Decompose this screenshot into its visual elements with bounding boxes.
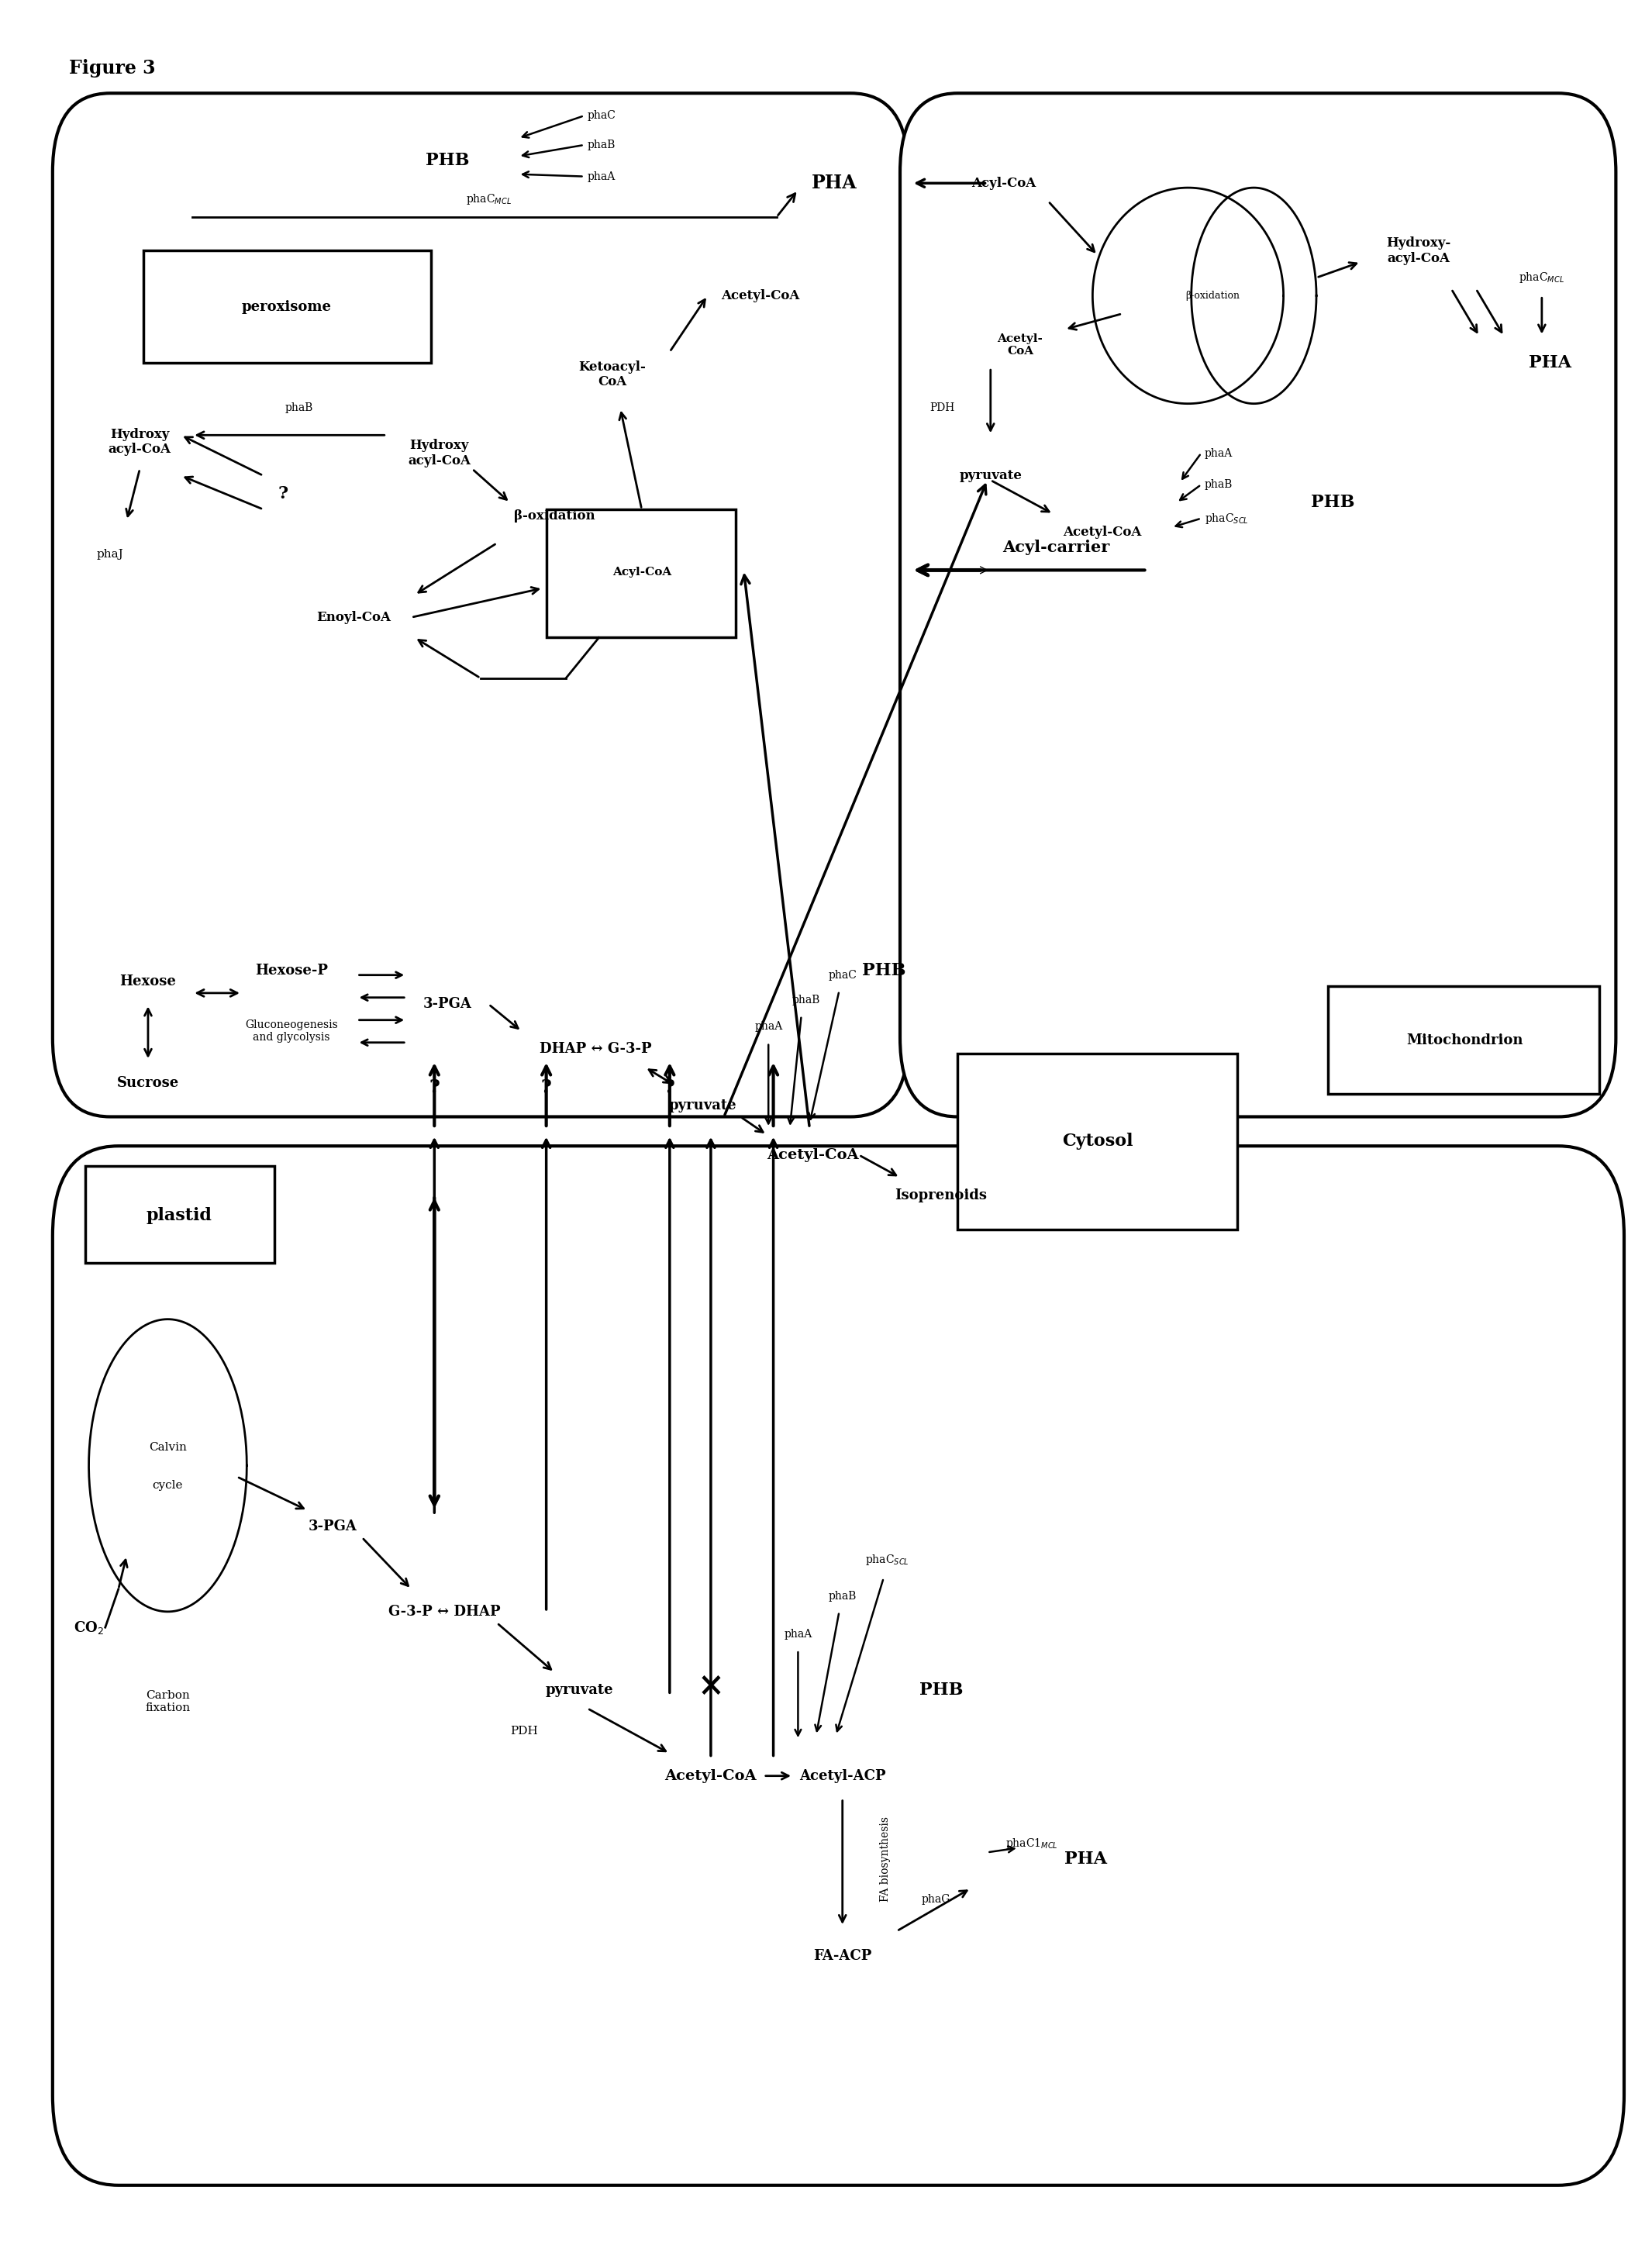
Text: phaA: phaA xyxy=(588,171,616,183)
Text: pyruvate: pyruvate xyxy=(545,1683,613,1697)
Text: Calvin: Calvin xyxy=(149,1442,187,1453)
Text: Acetyl-CoA: Acetyl-CoA xyxy=(720,289,800,302)
FancyBboxPatch shape xyxy=(53,92,909,1117)
Text: β-oxidation: β-oxidation xyxy=(1186,291,1241,300)
Text: phaJ: phaJ xyxy=(97,548,124,559)
Text: phaB: phaB xyxy=(828,1590,856,1602)
Text: phaB: phaB xyxy=(286,404,314,413)
Text: Sucrose: Sucrose xyxy=(117,1076,178,1090)
Text: ?: ? xyxy=(430,1078,439,1096)
Text: ?: ? xyxy=(664,1078,676,1096)
Text: CO$_2$: CO$_2$ xyxy=(74,1620,104,1636)
Text: pyruvate: pyruvate xyxy=(669,1099,737,1112)
Bar xyxy=(1328,986,1599,1094)
Text: Acetyl-ACP: Acetyl-ACP xyxy=(800,1769,885,1782)
FancyBboxPatch shape xyxy=(53,1146,1624,2186)
Text: Hexose: Hexose xyxy=(121,975,177,988)
Text: Acyl-carrier: Acyl-carrier xyxy=(1003,539,1110,555)
Text: 3-PGA: 3-PGA xyxy=(423,997,472,1011)
Text: Acetyl-CoA: Acetyl-CoA xyxy=(1064,526,1142,539)
Text: phaG: phaG xyxy=(922,1895,952,1904)
Text: FA biosynthesis: FA biosynthesis xyxy=(881,1816,890,1902)
Text: PDH: PDH xyxy=(510,1726,539,1737)
Text: G-3-P ↔ DHAP: G-3-P ↔ DHAP xyxy=(388,1604,501,1618)
Text: plastid: plastid xyxy=(147,1207,211,1225)
Text: ?: ? xyxy=(540,1078,552,1096)
Text: phaA: phaA xyxy=(755,1022,783,1033)
Text: Acyl-CoA: Acyl-CoA xyxy=(971,176,1036,190)
FancyBboxPatch shape xyxy=(900,92,1616,1117)
Text: Hydroxy
acyl-CoA: Hydroxy acyl-CoA xyxy=(408,440,471,467)
Text: Hydroxy-
acyl-CoA: Hydroxy- acyl-CoA xyxy=(1386,237,1450,264)
Text: phaB: phaB xyxy=(793,995,821,1006)
Text: Hexose-P: Hexose-P xyxy=(254,963,327,977)
Bar xyxy=(547,510,735,638)
Text: phaC$_{SCL}$: phaC$_{SCL}$ xyxy=(1204,512,1249,526)
Text: PHA: PHA xyxy=(1064,1850,1107,1868)
Text: β-oxidation: β-oxidation xyxy=(514,510,595,523)
Text: phaC$_{MCL}$: phaC$_{MCL}$ xyxy=(1518,271,1564,284)
Text: phaA: phaA xyxy=(785,1629,813,1640)
Text: Gluconeogenesis
and glycolysis: Gluconeogenesis and glycolysis xyxy=(244,1020,337,1042)
Text: PHA: PHA xyxy=(811,174,857,192)
Text: Hydroxy
acyl-CoA: Hydroxy acyl-CoA xyxy=(109,429,172,456)
Bar xyxy=(86,1166,274,1263)
Text: phaB: phaB xyxy=(588,140,616,151)
Text: phaC1$_{MCL}$: phaC1$_{MCL}$ xyxy=(1006,1836,1057,1850)
Text: phaB: phaB xyxy=(1204,478,1232,490)
Text: PHB: PHB xyxy=(426,151,469,169)
Text: Acyl-CoA: Acyl-CoA xyxy=(613,566,671,578)
Text: phaA: phaA xyxy=(1204,447,1232,458)
Text: phaC: phaC xyxy=(828,970,857,981)
Text: cycle: cycle xyxy=(152,1480,183,1491)
Text: peroxisome: peroxisome xyxy=(241,300,330,314)
Bar xyxy=(958,1054,1237,1230)
Text: PDH: PDH xyxy=(930,404,955,413)
Text: phaC: phaC xyxy=(588,111,616,122)
Text: pyruvate: pyruvate xyxy=(960,469,1023,483)
Text: Acetyl-
CoA: Acetyl- CoA xyxy=(998,334,1042,356)
Text: PHB: PHB xyxy=(862,961,905,979)
Text: 3-PGA: 3-PGA xyxy=(307,1518,357,1534)
Text: Ketoacyl-
CoA: Ketoacyl- CoA xyxy=(578,361,646,388)
Text: Enoyl-CoA: Enoyl-CoA xyxy=(317,611,392,625)
Text: Carbon
fixation: Carbon fixation xyxy=(145,1690,190,1712)
Text: Acetyl-CoA: Acetyl-CoA xyxy=(664,1769,757,1782)
Text: PHA: PHA xyxy=(1528,354,1571,372)
Text: Acetyl-CoA: Acetyl-CoA xyxy=(767,1148,859,1162)
Text: PHB: PHB xyxy=(1312,494,1355,512)
Text: PHB: PHB xyxy=(919,1683,963,1699)
Text: DHAP ↔ G-3-P: DHAP ↔ G-3-P xyxy=(540,1042,651,1056)
Bar xyxy=(144,250,431,363)
Text: Isoprenoids: Isoprenoids xyxy=(895,1189,988,1202)
Text: phaC$_{MCL}$: phaC$_{MCL}$ xyxy=(466,192,512,205)
Text: ×: × xyxy=(697,1669,724,1703)
Text: FA-ACP: FA-ACP xyxy=(813,1949,872,1963)
Text: Mitochondrion: Mitochondrion xyxy=(1406,1033,1523,1047)
Text: phaC$_{SCL}$: phaC$_{SCL}$ xyxy=(866,1552,909,1568)
Text: Cytosol: Cytosol xyxy=(1062,1133,1133,1151)
Text: ?: ? xyxy=(278,485,287,503)
Text: Figure 3: Figure 3 xyxy=(69,59,155,77)
